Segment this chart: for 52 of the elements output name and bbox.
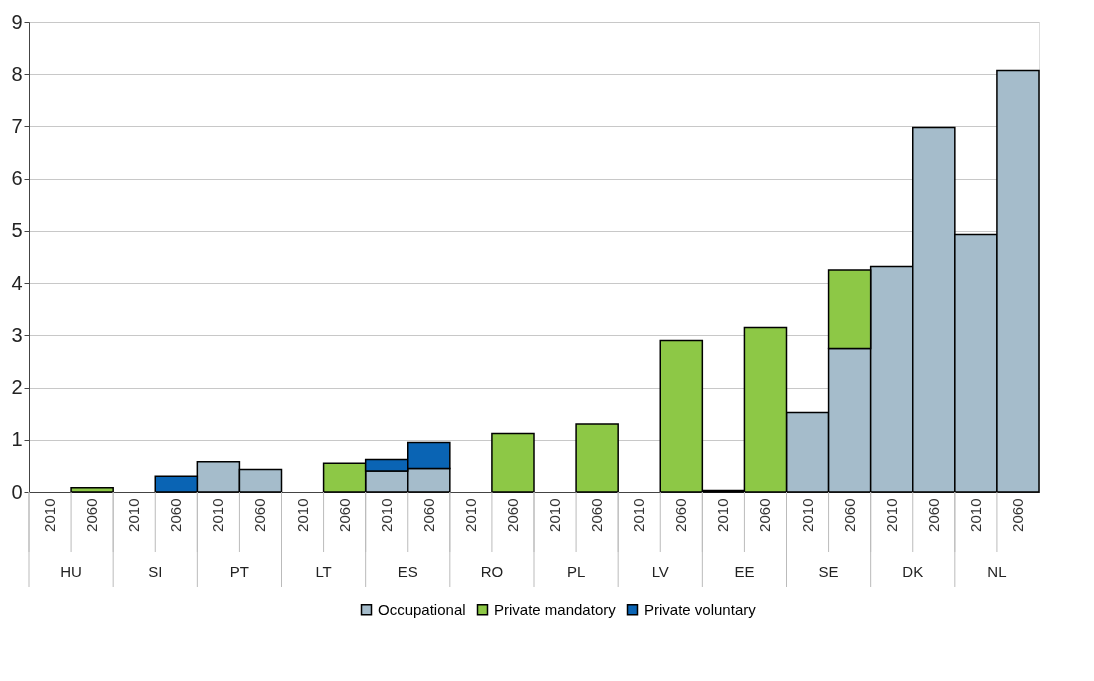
text: NL (987, 563, 1007, 580)
text: DK (902, 563, 924, 580)
text: EE (734, 563, 755, 580)
legend-label: Private mandatory (494, 600, 617, 618)
text: SE (818, 563, 839, 580)
x-tick-label: 2010 (882, 498, 900, 532)
y-tick-label: 9 (11, 10, 23, 33)
x-tick-label: 2060 (167, 498, 185, 532)
y-tick-label: 8 (11, 62, 23, 85)
text: HU (60, 563, 82, 580)
x-tick-label: 2060 (1008, 498, 1026, 532)
text: LT (315, 563, 332, 580)
y-tick-label: 4 (11, 271, 23, 294)
text: ES (397, 563, 418, 580)
x-tick-label: 2060 (335, 498, 353, 532)
x-tick-label: 2060 (251, 498, 269, 532)
y-tick-label: 0 (11, 480, 23, 503)
y-tick-label: 6 (11, 167, 23, 190)
x-tick-label: 2060 (588, 498, 606, 532)
bar (575, 423, 619, 493)
text: SI (148, 563, 163, 580)
text: LV (651, 563, 669, 580)
text: PL (566, 563, 586, 580)
x-tick-label: 2010 (546, 498, 564, 532)
x-tick-label: 2010 (293, 498, 311, 532)
y-tick-label: 7 (11, 114, 23, 137)
bar (70, 487, 114, 493)
x-tick-label: 2010 (377, 498, 395, 532)
text: RO (480, 563, 504, 580)
x-tick-label: 2010 (630, 498, 648, 532)
x-tick-label: 2060 (503, 498, 521, 532)
y-tick-label: 1 (11, 428, 23, 451)
legend-label: Private voluntary (644, 600, 757, 618)
x-tick-label: 2060 (924, 498, 942, 532)
y-tick-label: 5 (11, 219, 23, 242)
x-tick-label: 2010 (209, 498, 227, 532)
bar (491, 432, 535, 493)
legend-label: Occupational (378, 600, 466, 618)
x-tick-label: 2010 (798, 498, 816, 532)
x-tick-label: 2060 (83, 498, 101, 532)
y-tick-label: 2 (11, 376, 23, 399)
x-tick-label: 2010 (966, 498, 984, 532)
x-tick-label: 2060 (840, 498, 858, 532)
x-tick-label: 2060 (672, 498, 690, 532)
text: PT (229, 563, 249, 580)
x-tick-label: 2060 (756, 498, 774, 532)
x-tick-label: 2010 (714, 498, 732, 532)
y-tick-label: 3 (11, 323, 23, 346)
x-tick-label: 2010 (41, 498, 59, 532)
x-tick-label: 2060 (419, 498, 437, 532)
x-tick-label: 2010 (125, 498, 143, 532)
x-tick-label: 2010 (461, 498, 479, 532)
